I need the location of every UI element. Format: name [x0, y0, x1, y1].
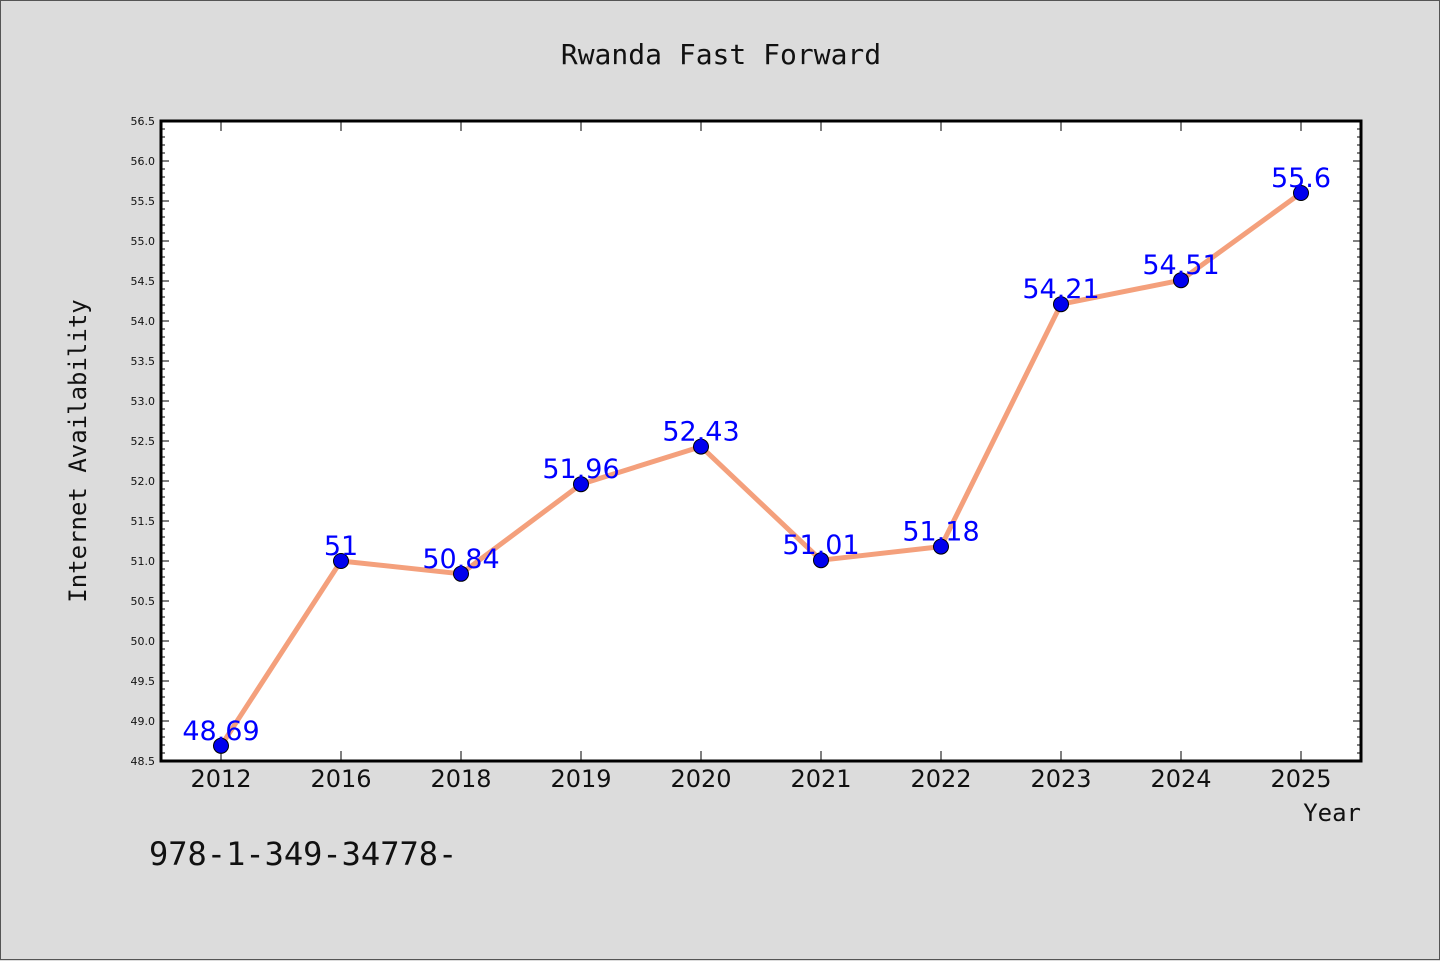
plot-area [159, 119, 1363, 763]
y-tick-label: 50.0 [131, 635, 156, 648]
y-tick-label: 49.0 [131, 715, 156, 728]
data-point [813, 552, 829, 569]
y-tick-label: 52.0 [131, 475, 156, 488]
y-axis-label: Internet Availability [64, 299, 92, 602]
y-tick-label: 50.5 [131, 595, 156, 608]
x-tick-label: 2025 [1270, 765, 1331, 793]
data-label: 51 [324, 531, 358, 562]
footer-isbn: 978-1-349-34778- [149, 835, 457, 873]
y-tick-label: 53.5 [131, 355, 156, 368]
x-tick-label: 2016 [310, 765, 371, 793]
data-point [933, 538, 949, 555]
data-label: 48.69 [182, 716, 259, 747]
series-markers [213, 185, 1309, 754]
x-axis-label: Year [1303, 799, 1361, 827]
y-tick-label: 49.5 [131, 675, 156, 688]
y-tick-label: 51.0 [131, 555, 156, 568]
data-point [573, 476, 589, 493]
data-label: 54.51 [1142, 250, 1219, 281]
data-label: 52.43 [662, 417, 739, 448]
y-tick-label: 53.0 [131, 395, 156, 408]
x-tick-label: 2024 [1150, 765, 1211, 793]
data-point [1053, 296, 1069, 313]
x-tick-label: 2019 [550, 765, 611, 793]
data-point [1173, 272, 1189, 289]
data-label: 51.18 [902, 517, 979, 548]
x-tick-label: 2012 [190, 765, 251, 793]
chart-title: Rwanda Fast Forward [561, 38, 881, 71]
x-axis-tick-labels: 2012 2016 2018 2019 2020 2021 2022 2023 2024 2025 [190, 765, 1331, 793]
y-axis-tick-labels: 48.5 49.0 49.5 50.0 50.5 51.0 51.5 52.0 52.5 53.0… [131, 115, 156, 768]
data-label: 55.6 [1271, 163, 1331, 194]
y-tick-label: 55.5 [131, 195, 156, 208]
data-label: 54.21 [1022, 274, 1099, 305]
x-tick-label: 2020 [670, 765, 731, 793]
x-tick-label: 2018 [430, 765, 491, 793]
y-tick-label: 55.0 [131, 235, 156, 248]
x-tick-label: 2021 [790, 765, 851, 793]
data-labels: 48.69 51 50.84 51.96 52.43 51.01 51.18 54.21 54.… [182, 163, 1331, 747]
y-tick-label: 56.5 [131, 115, 156, 128]
y-tick-label: 56.0 [131, 155, 156, 168]
y-tick-label: 54.5 [131, 275, 156, 288]
y-tick-label: 48.5 [131, 755, 156, 768]
y-axis-ticks [161, 120, 1361, 762]
data-point [213, 737, 229, 754]
data-label: 50.84 [422, 544, 499, 575]
series-line [218, 190, 1303, 748]
data-point [333, 553, 349, 569]
x-axis-ticks [220, 121, 1302, 761]
data-point [1293, 185, 1309, 201]
x-tick-label: 2023 [1030, 765, 1091, 793]
data-point [453, 565, 469, 582]
data-point [693, 438, 709, 455]
y-tick-label: 54.0 [131, 315, 156, 328]
data-label: 51.01 [782, 530, 859, 561]
y-tick-label: 52.5 [131, 435, 156, 448]
x-tick-label: 2022 [910, 765, 971, 793]
y-tick-label: 51.5 [131, 515, 156, 528]
data-label: 51.96 [542, 454, 619, 485]
